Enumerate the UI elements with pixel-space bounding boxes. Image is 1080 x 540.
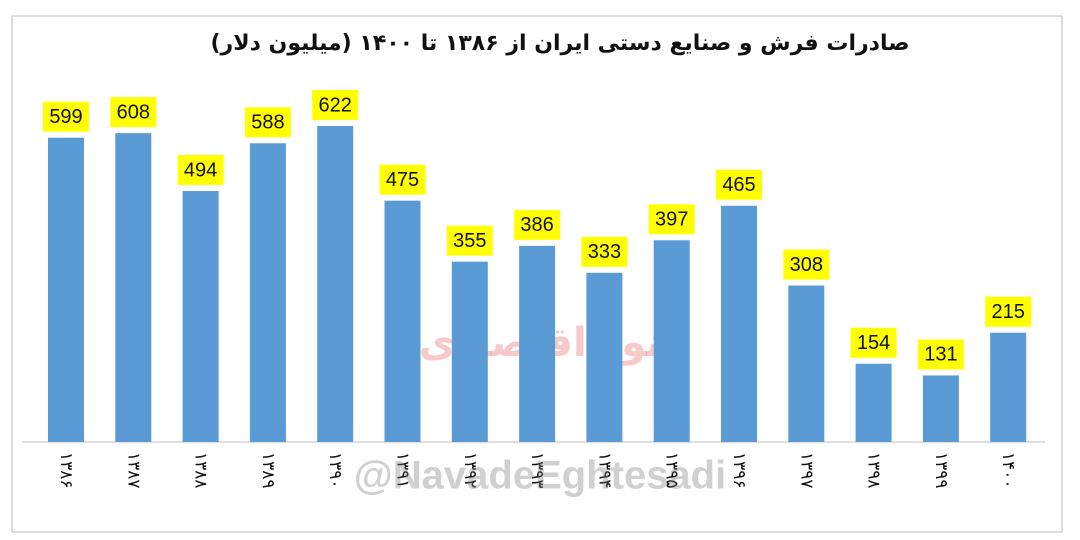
value-label-bg	[177, 155, 224, 186]
value-label: 475	[386, 169, 419, 191]
value-label: 397	[655, 209, 688, 231]
bar	[182, 191, 219, 442]
value-label-bg	[783, 249, 830, 280]
value-label-bg	[110, 97, 157, 128]
x-tick-label: ۱۴۰۰	[998, 452, 1018, 489]
value-label: 215	[992, 301, 1025, 323]
value-label-bg	[446, 225, 493, 256]
value-label: 588	[251, 112, 284, 134]
x-tick-label: ۱۳۹۶	[729, 452, 749, 489]
watermark-handle: @NavadeEghtesadi	[354, 454, 726, 498]
value-label: 622	[319, 94, 352, 116]
chart-title: صادرات فرش و صنایع دستی ایران از ۱۳۸۶ تا…	[210, 31, 909, 56]
x-tick-label: ۱۳۹۴	[594, 452, 614, 489]
value-label: 154	[857, 332, 890, 354]
bar	[249, 143, 286, 442]
value-label: 599	[49, 106, 82, 128]
value-label: 333	[588, 241, 621, 263]
value-label: 494	[184, 159, 217, 181]
value-label-bg	[850, 327, 897, 358]
bar	[451, 261, 488, 442]
x-tick-label: ۱۳۹۲	[460, 452, 480, 489]
bar	[317, 126, 354, 442]
x-tick-label: ۱۳۹۱	[393, 452, 413, 489]
bar	[922, 375, 959, 442]
bar	[855, 363, 892, 442]
value-label-bg	[244, 107, 291, 138]
bar	[653, 240, 690, 442]
bar	[115, 133, 152, 442]
x-tick-label: ۱۳۹۹	[931, 452, 951, 489]
bar	[519, 245, 556, 442]
value-label-bg	[514, 209, 561, 240]
bar	[586, 272, 623, 442]
value-label-bg	[379, 164, 426, 195]
x-tick-label: ۱۳۹۳	[527, 452, 547, 489]
value-label-bg	[43, 101, 89, 132]
x-tick-label: ۱۳۸۶	[56, 452, 76, 489]
value-label-bg	[648, 204, 695, 235]
value-label: 465	[722, 174, 755, 196]
x-tick-label: ۱۳۹۷	[796, 452, 816, 489]
bar	[384, 200, 421, 442]
value-label-bg	[581, 236, 628, 267]
value-label-bg	[312, 90, 359, 120]
x-tick-label: ۱۳۹۵	[662, 452, 682, 489]
value-label: 355	[453, 230, 486, 252]
value-label: 386	[520, 214, 553, 236]
x-tick-label: ۱۳۸۷	[123, 452, 143, 489]
x-tick-label: ۱۳۸۸	[191, 452, 211, 489]
x-tick-label: ۱۳۹۸	[864, 452, 884, 489]
x-tick-label: ۱۳۹۰	[325, 452, 345, 489]
bar	[990, 332, 1027, 442]
bar	[48, 137, 84, 443]
value-label-bg	[985, 296, 1032, 327]
value-label: 308	[790, 254, 823, 276]
bar	[788, 285, 825, 442]
bar	[721, 205, 757, 442]
value-label: 608	[117, 101, 150, 123]
x-tick-label: ۱۳۸۹	[258, 452, 278, 489]
value-label-bg	[716, 169, 762, 200]
value-label-bg	[917, 339, 964, 370]
value-label: 131	[924, 344, 957, 366]
